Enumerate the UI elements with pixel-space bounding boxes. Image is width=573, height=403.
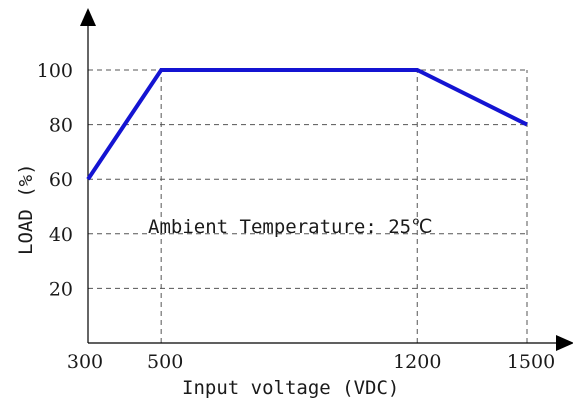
x-axis-arrow <box>556 335 573 351</box>
y-axis-arrow <box>80 8 96 26</box>
y-axis-title: LOAD (%) <box>15 163 37 255</box>
y-tick-label: 20 <box>49 278 73 300</box>
grid <box>88 69 528 343</box>
y-tick-label: 60 <box>49 169 73 191</box>
x-tick-label: 1500 <box>507 351 555 373</box>
x-tick-label: 500 <box>147 351 183 373</box>
x-axis-title: Input voltage (VDC) <box>182 377 399 399</box>
x-tick-label: 1200 <box>393 351 441 373</box>
x-tick-labels: 300 500 1200 1500 <box>67 351 555 373</box>
y-tick-label: 40 <box>49 224 73 246</box>
series-group <box>86 68 528 181</box>
y-tick-label: 100 <box>37 60 73 82</box>
y-tick-label: 80 <box>49 115 73 137</box>
chart-annotation: Ambient Temperature: 25℃ <box>148 216 432 238</box>
y-tick-labels: 20 40 60 80 100 <box>37 60 73 300</box>
load-curve-line <box>86 68 528 181</box>
x-tick-label: 300 <box>67 351 103 373</box>
axes <box>80 8 573 351</box>
